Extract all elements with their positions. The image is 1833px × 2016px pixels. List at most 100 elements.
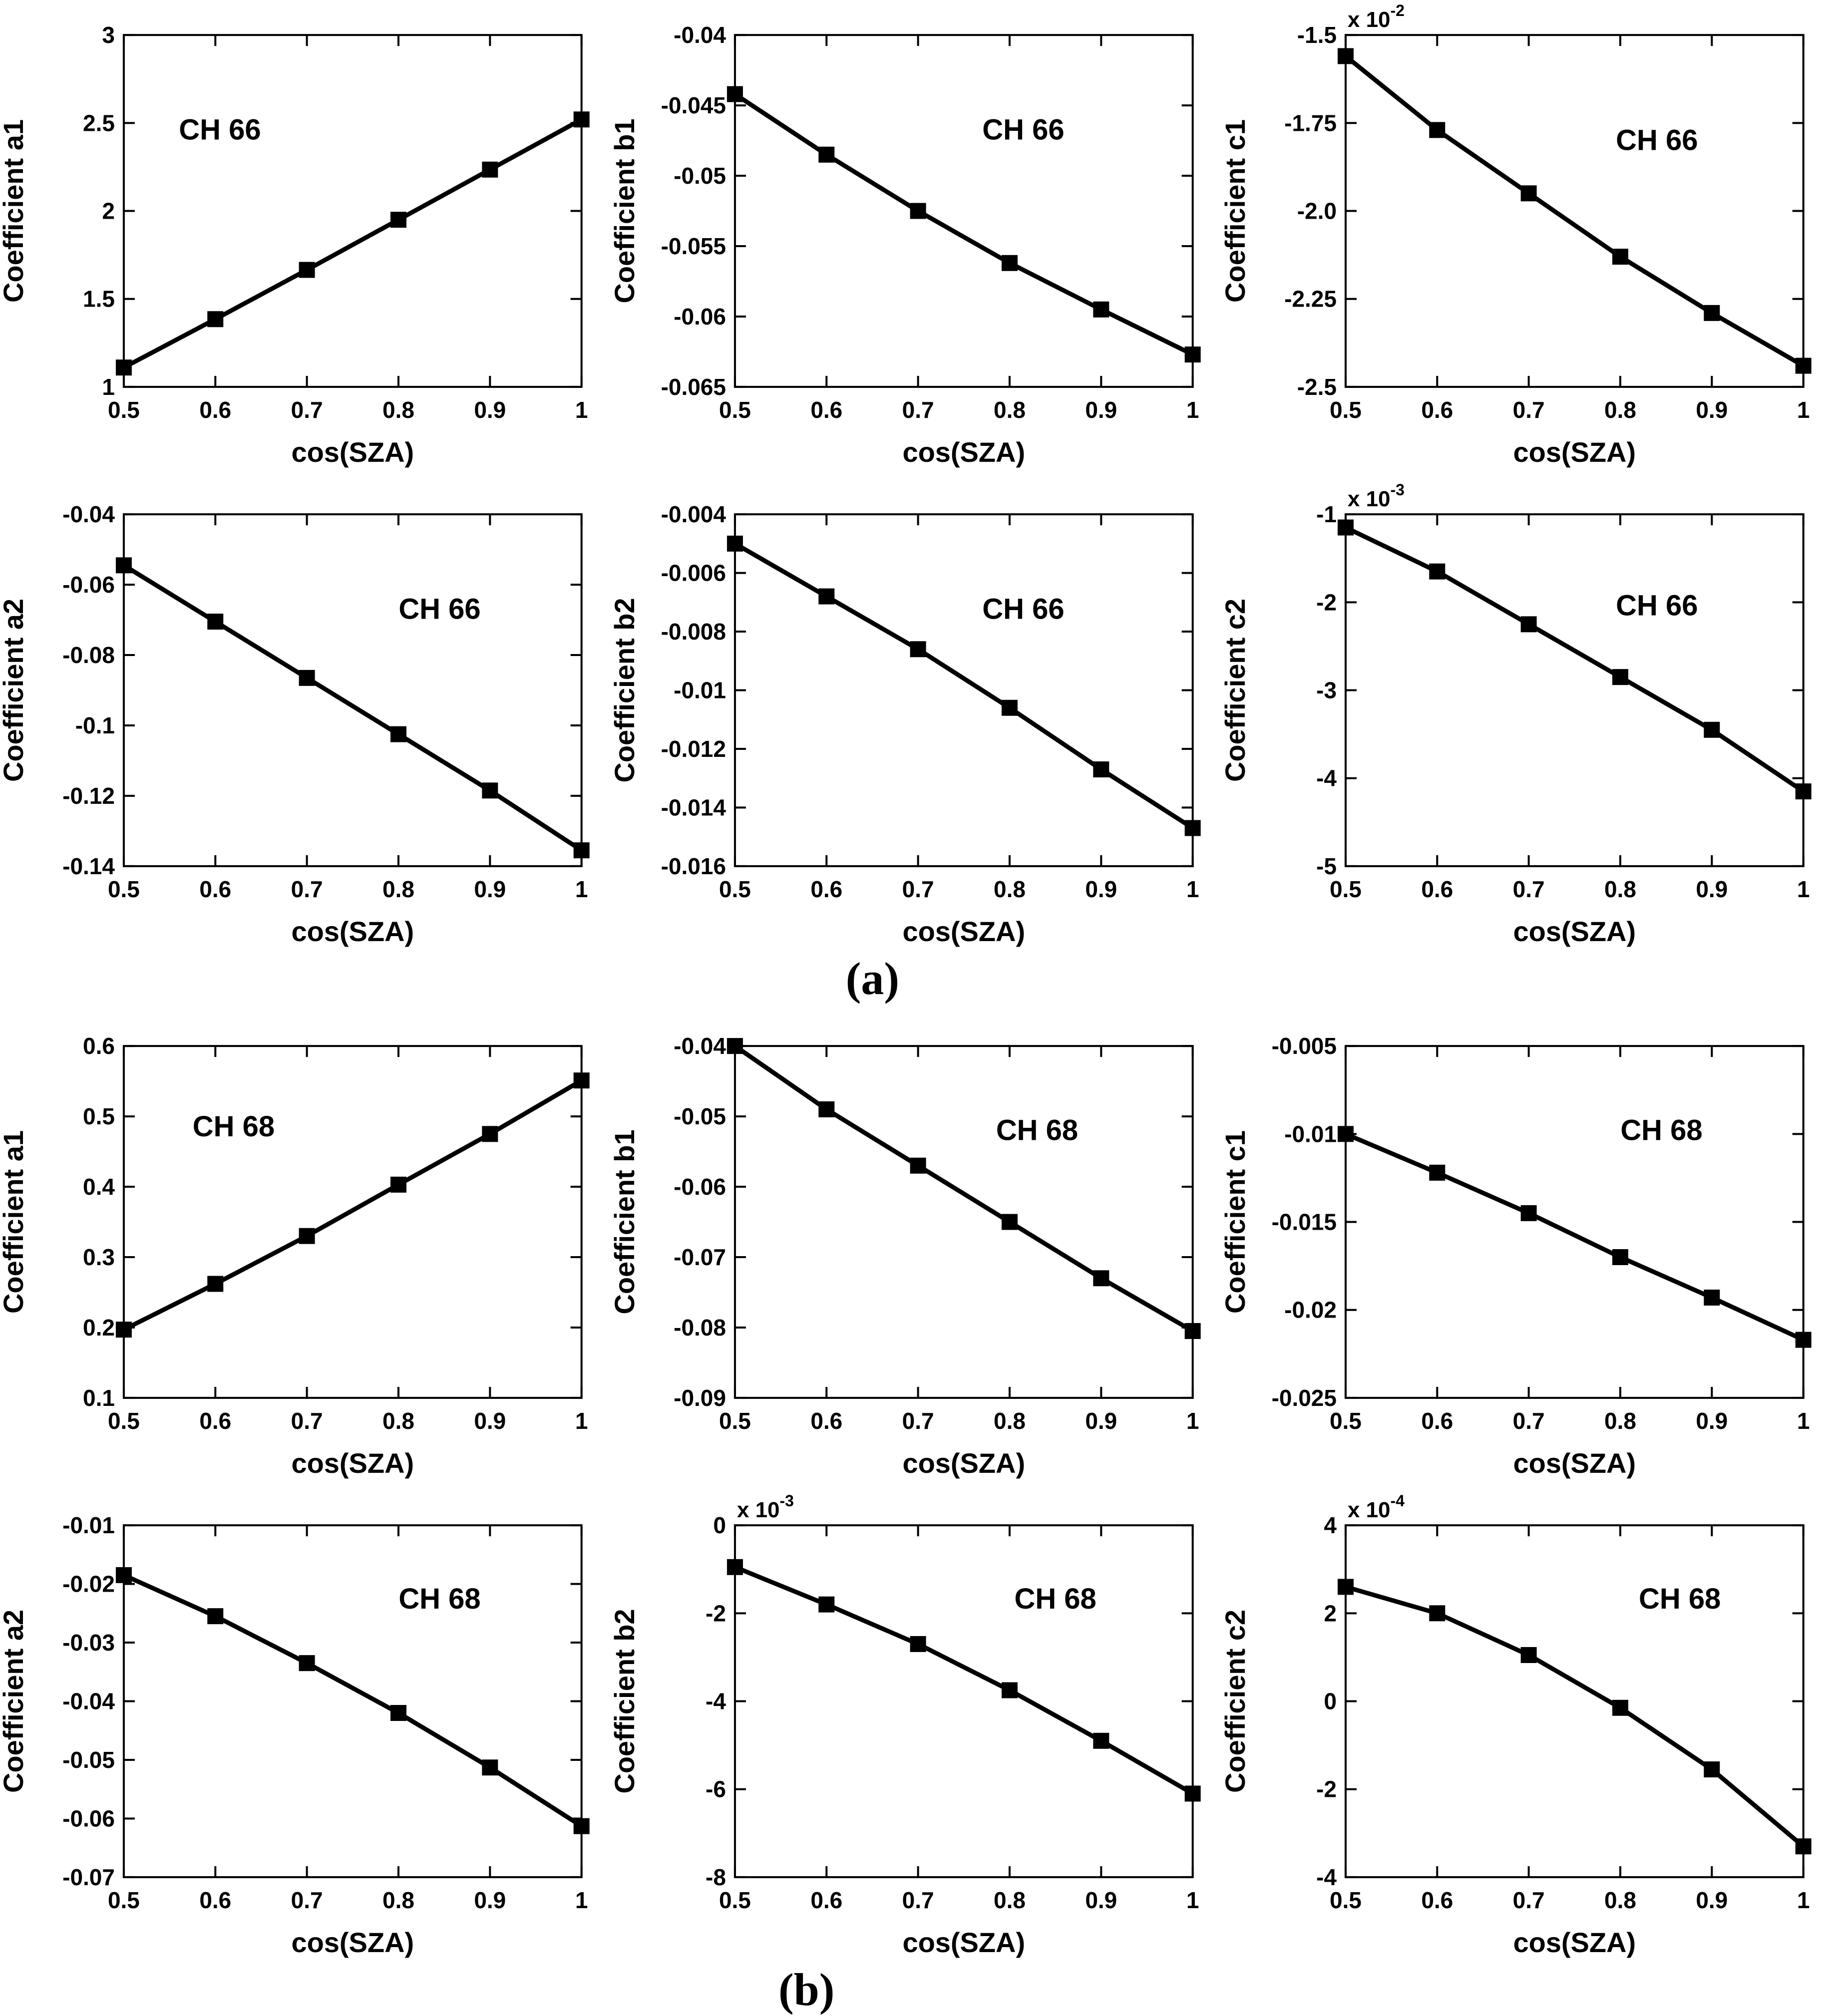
- panel-a-row: (a): [0, 956, 1833, 1011]
- data-point-marker: [1184, 1785, 1201, 1802]
- x-axis-label: cos(SZA): [902, 916, 1025, 947]
- x-tick-label: 0.7: [291, 397, 323, 423]
- x-tick-label: 1: [1797, 1408, 1810, 1434]
- x-tick-label: 0.8: [1604, 1887, 1636, 1913]
- x-tick-label: 0.9: [474, 1408, 506, 1434]
- data-point-marker: [1795, 357, 1812, 374]
- x-tick-label: 0.6: [199, 397, 231, 423]
- y-tick-label: 0.3: [83, 1244, 115, 1270]
- x-tick-label: 0.9: [1696, 397, 1728, 423]
- data-point-marker: [1429, 122, 1446, 138]
- data-line: [1345, 525, 1805, 793]
- x-tick-label: 0.6: [1422, 876, 1454, 902]
- chart-svg-ch68-b1: 0.5 0.6 0.7 0.8 0.9 1 -0.09 -0.08 -0.07 -0.06 -0.0…: [611, 1033, 1201, 1479]
- y-tick-label: -0.08: [62, 642, 115, 668]
- chart-svg-ch68-a1: 0.5 0.6 0.7 0.8 0.9 1 0.1 0.2 0.3 0.4 0.5 0.6 Coeffi…: [0, 1033, 590, 1479]
- data-point-marker: [299, 262, 315, 278]
- x-axis-label: cos(SZA): [902, 1447, 1025, 1479]
- data-point-marker: [727, 1559, 743, 1575]
- x-tick-label: 0.6: [1422, 397, 1454, 423]
- x-axis-label: cos(SZA): [902, 1927, 1025, 1958]
- y-tick-label: -0.01: [1284, 1121, 1337, 1147]
- data-point-marker: [818, 588, 834, 605]
- data-point-marker: [1704, 1761, 1720, 1778]
- data-point-marker: [818, 1101, 834, 1117]
- y-tick-label: -0.05: [674, 1103, 726, 1129]
- x-tick-label: 0.5: [719, 397, 751, 423]
- y-tick-label: -0.015: [1272, 1209, 1337, 1235]
- x-tick-label: 0.8: [994, 1408, 1026, 1434]
- y-tick-label: 0: [713, 1512, 726, 1538]
- y-tick-label: -0.05: [674, 163, 726, 189]
- y-axis-label: Coefficient a1: [0, 1130, 29, 1314]
- x-tick-label: 0.9: [1696, 1408, 1728, 1434]
- x-tick-label: 0.7: [1513, 1408, 1545, 1434]
- data-point-marker: [1093, 301, 1109, 318]
- x-tick-label: 0.5: [1330, 397, 1362, 423]
- data-point-marker: [818, 146, 834, 163]
- chart-ch68-b2: 0.5 0.6 0.7 0.8 0.9 1 -8 -6 -4 -2 0 x 10-3 Coefficie…: [611, 1490, 1222, 1970]
- chart-ch68-b1: 0.5 0.6 0.7 0.8 0.9 1 -0.09 -0.08 -0.07 -0.06 -0.0…: [611, 1011, 1222, 1490]
- data-line: [733, 1565, 1194, 1796]
- chart-ch66-b2: 0.5 0.6 0.7 0.8 0.9 1 -0.016 -0.014 -0.012 -0.01 -…: [611, 479, 1222, 959]
- x-tick-label: 0.5: [108, 1887, 140, 1913]
- x-tick-label: 0.5: [1330, 876, 1362, 902]
- data-line: [733, 92, 1194, 357]
- x-axis-label: cos(SZA): [291, 916, 414, 947]
- y-tick-label: 4: [1324, 1512, 1337, 1538]
- y-tick-label: -1.75: [1284, 110, 1337, 136]
- data-point-marker: [1612, 669, 1629, 685]
- x-tick-label: 0.7: [902, 1887, 934, 1913]
- x-tick-label: 0.5: [1330, 1887, 1362, 1913]
- x-tick-label: 0.7: [902, 876, 934, 902]
- x-tick-label: 0.6: [810, 397, 842, 423]
- x-tick-label: 0.6: [810, 1887, 842, 1913]
- y-tick-label: -0.055: [661, 233, 726, 259]
- data-point-marker: [1520, 616, 1537, 633]
- data-point-marker: [390, 1705, 406, 1721]
- y-axis-label: Coefficient b2: [611, 1609, 640, 1793]
- y-tick-label: -0.02: [1284, 1297, 1337, 1323]
- x-tick-label: 1: [1797, 876, 1810, 902]
- y-tick-label: -0.07: [62, 1864, 115, 1890]
- data-point-marker: [1093, 761, 1109, 778]
- x-tick-label: 0.9: [474, 1887, 506, 1913]
- x-axis-label: cos(SZA): [1513, 916, 1636, 947]
- data-line: [122, 117, 583, 370]
- x-tick-label: 1: [575, 1408, 588, 1434]
- data-point-marker: [1612, 1249, 1629, 1265]
- x-tick-label: 0.5: [719, 876, 751, 902]
- x-tick-label: 1: [1186, 1408, 1199, 1434]
- y-axis-label: Coefficient a1: [0, 119, 29, 303]
- chart-ch66-c2: 0.5 0.6 0.7 0.8 0.9 1 -5 -4 -3 -2 -1 x 10-3 Coeffici…: [1222, 479, 1833, 959]
- y-tick-label: -0.01: [674, 677, 726, 703]
- data-point-marker: [207, 1276, 224, 1292]
- x-tick-label: 0.6: [199, 1408, 231, 1434]
- y-tick-label: -1: [1316, 501, 1337, 527]
- data-point-marker: [1612, 249, 1629, 265]
- x-tick-label: 0.8: [382, 1887, 414, 1913]
- y-axis-multiplier: x 10-2: [1348, 1, 1405, 32]
- y-axis-label: Coefficient b2: [611, 598, 640, 782]
- axes-frame: [122, 1524, 583, 1878]
- data-point-marker: [1338, 519, 1354, 536]
- x-tick-label: 0.5: [1330, 1408, 1362, 1434]
- data-point-marker: [573, 111, 590, 128]
- data-point-marker: [573, 1072, 590, 1089]
- axes-frame: [1345, 34, 1805, 388]
- y-axis-multiplier: x 10-3: [737, 1492, 794, 1522]
- data-point-marker: [818, 1596, 834, 1613]
- data-point-marker: [1704, 1290, 1720, 1306]
- axes-frame: [122, 34, 583, 388]
- data-point-marker: [390, 1176, 406, 1193]
- y-tick-label: 3: [102, 22, 115, 48]
- channel-annotation: CH 66: [398, 593, 480, 625]
- y-tick-label: -0.025: [1272, 1385, 1337, 1411]
- data-line: [122, 1078, 583, 1332]
- chart-ch68-c1: 0.5 0.6 0.7 0.8 0.9 1 -0.025 -0.02 -0.015 -0.01 -0…: [1222, 1011, 1833, 1490]
- y-tick-label: -2.5: [1297, 374, 1337, 400]
- y-axis-label: Coefficient c2: [1222, 1610, 1251, 1793]
- chart-svg-ch68-b2: 0.5 0.6 0.7 0.8 0.9 1 -8 -6 -4 -2 0 x 10-3 Coefficie…: [611, 1492, 1201, 1958]
- channel-annotation: CH 66: [179, 114, 261, 146]
- data-point-marker: [1001, 699, 1018, 716]
